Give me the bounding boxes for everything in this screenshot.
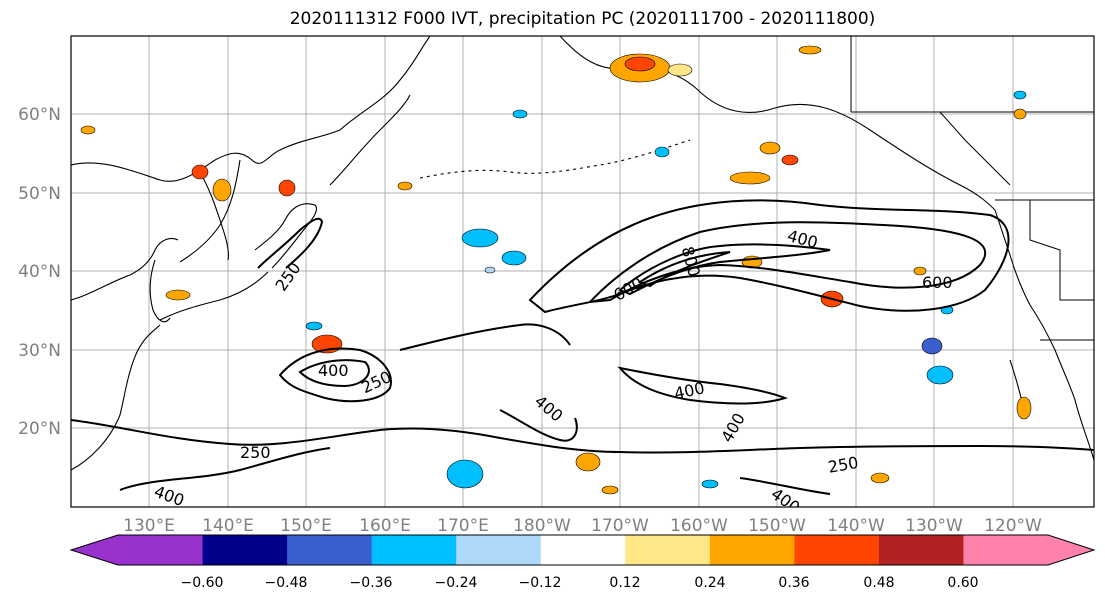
political-borders [850,36,1094,341]
ivt-contours [71,199,1094,495]
lon-tick-label: 140°E [202,516,254,536]
lat-tick-label: 50°N [18,184,61,204]
colorbar-tick-label: 0.24 [694,575,725,591]
contour-label: 400 [531,391,567,425]
lon-tick-label: 170°W [591,516,649,536]
contour-label: 400 [318,361,349,380]
lon-tick-label: 150°W [748,516,806,536]
colorbar-swatch [709,535,795,565]
map-area: 250 400 250 400 250 400 600 800 400 600 … [71,36,1094,510]
contour-label: 400 [785,226,819,252]
contour-label: 600 [922,273,953,292]
contour-label: 250 [827,453,860,477]
colorbar-swatch [456,535,542,565]
colorbar-tick-label: 0.36 [778,575,809,591]
lon-tick-label: 160°E [359,516,411,536]
lon-tick-label: 130°E [123,516,175,536]
colorbar-tick-label: −0.24 [435,575,478,591]
colorbar-swatch [287,535,373,565]
lat-tick-label: 30°N [18,341,61,361]
colorbar-tick-labels: −0.60 −0.48 −0.36 −0.24 −0.12 0.12 0.24 … [181,575,979,591]
colorbar-extend-left [71,535,118,565]
colorbar-swatch [540,535,626,565]
lat-tick-labels: 60°N 50°N 40°N 30°N 20°N [18,105,61,439]
colorbar-swatch [118,535,204,565]
coastlines [71,36,1094,471]
colorbar-tick-label: −0.12 [519,575,562,591]
lon-tick-label: 130°W [905,516,963,536]
contour-label: 250 [240,443,271,462]
colorbar-swatch [625,535,711,565]
lon-tick-label: 120°W [984,516,1042,536]
colorbar-tick-label: −0.36 [350,575,393,591]
colorbar-extend-right [1048,535,1094,565]
graticule [71,36,1094,507]
map-title: 2020111312 F000 IVT, precipitation PC (2… [289,9,876,29]
colorbar-swatch [202,535,288,565]
lon-tick-label: 140°W [827,516,885,536]
colorbar-swatches [69,534,1096,566]
lon-tick-label: 180°W [513,516,571,536]
colorbar-tick-label: 0.12 [609,575,640,591]
map-frame [70,35,1095,508]
colorbar-tick-label: −0.48 [265,575,308,591]
lon-tick-label: 170°E [437,516,489,536]
colorbar-swatch [371,535,457,565]
lat-tick-label: 20°N [18,419,61,439]
contour-labels: 250 400 250 400 250 400 600 800 400 600 … [152,226,953,510]
colorbar-tick-label: 0.48 [863,575,894,591]
colorbar: −0.60 −0.48 −0.36 −0.24 −0.12 0.12 0.24 … [69,534,1096,591]
lat-tick-label: 40°N [18,262,61,282]
lat-tick-label: 60°N [18,105,61,125]
colorbar-swatch [963,535,1049,565]
colorbar-swatch [878,535,964,565]
colorbar-outline [69,534,1096,566]
contour-label: 400 [152,482,187,510]
colorbar-tick-label: −0.60 [181,575,224,591]
colorbar-tick-label: 0.60 [947,575,978,591]
lon-tick-labels: 130°E 140°E 150°E 160°E 170°E 180°W 170°… [123,516,1042,536]
lon-tick-label: 160°W [670,516,728,536]
precip-anomaly-blobs [80,45,1032,495]
colorbar-swatch [794,535,880,565]
lon-tick-label: 150°E [280,516,332,536]
contour-label: 400 [672,378,706,403]
